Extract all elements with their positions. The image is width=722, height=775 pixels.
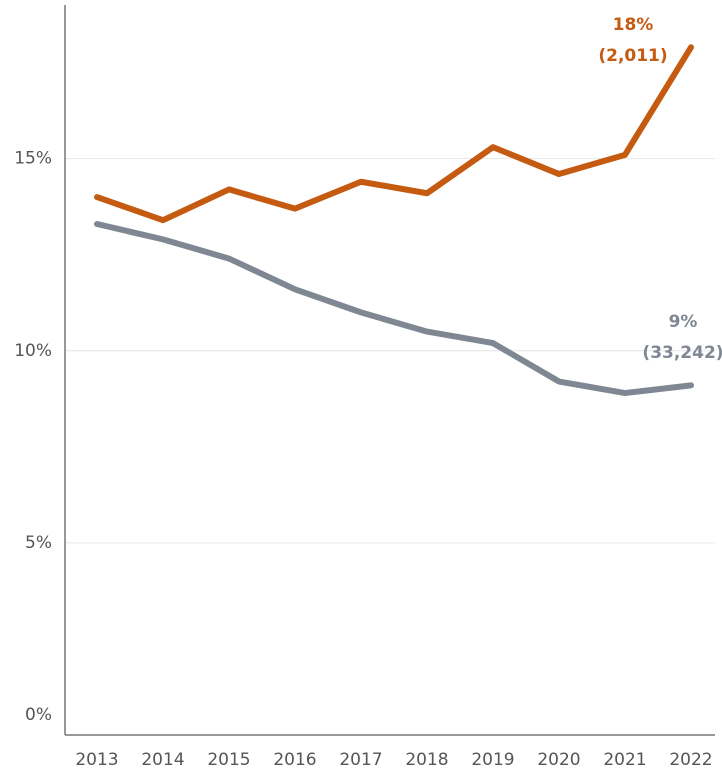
annotation: 9%	[669, 312, 698, 332]
x-tick-label: 2015	[207, 750, 250, 770]
x-tick-label: 2020	[537, 750, 580, 770]
x-tick-label: 2017	[339, 750, 382, 770]
x-tick-label: 2018	[405, 750, 448, 770]
x-tick-label: 2013	[75, 750, 118, 770]
x-tick-label: 2022	[669, 750, 712, 770]
line-series	[94, 44, 694, 224]
y-tick-label: 10%	[14, 341, 52, 361]
annotation: 18%	[613, 15, 654, 35]
x-tick-label: 2021	[603, 750, 646, 770]
annotation: (2,011)	[598, 46, 667, 66]
y-tick-label: 0%	[25, 705, 52, 725]
x-tick-label: 2014	[141, 750, 184, 770]
y-tick-label: 5%	[25, 533, 52, 553]
y-tick-label: 15%	[14, 149, 52, 169]
x-tick-label: 2016	[273, 750, 316, 770]
annotation: (33,242)	[642, 343, 722, 363]
x-tick-label: 2019	[471, 750, 514, 770]
line-series	[94, 221, 694, 397]
